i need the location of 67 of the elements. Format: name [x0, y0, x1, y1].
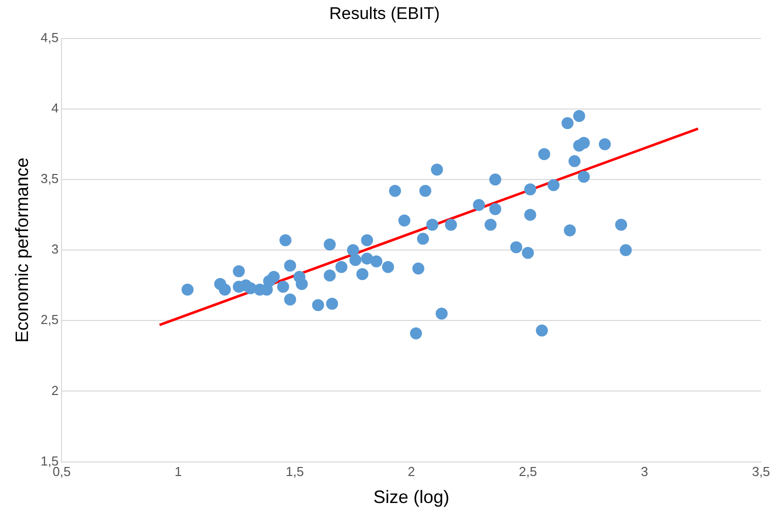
point [293, 270, 306, 283]
point [524, 183, 536, 196]
point [620, 244, 632, 256]
x-tick-label: 3,5 [752, 464, 770, 480]
point [419, 184, 432, 197]
point [326, 298, 338, 310]
point [615, 218, 628, 231]
point [412, 262, 424, 274]
point [444, 218, 457, 231]
x-tick-label: 1 [174, 464, 182, 480]
point [522, 246, 534, 259]
y-tick-label: 2 [51, 382, 59, 398]
point [312, 299, 324, 312]
point [356, 268, 368, 280]
point [324, 270, 336, 282]
point [548, 179, 560, 192]
point [562, 117, 574, 130]
point [416, 232, 429, 245]
point [244, 282, 256, 294]
point [410, 327, 422, 340]
point [510, 241, 522, 254]
point [564, 224, 576, 236]
point [268, 270, 280, 283]
point [279, 234, 292, 246]
point [370, 255, 382, 268]
point [284, 260, 296, 272]
point [277, 280, 290, 293]
point [347, 244, 360, 256]
chart-title: Results (EBIT) [329, 4, 440, 23]
y-tick-label: 3 [51, 242, 59, 257]
point [573, 110, 586, 122]
y-tick-label: 4,5 [40, 30, 59, 45]
point [524, 208, 536, 221]
point [578, 170, 590, 183]
x-tick-label: 2,5 [518, 464, 537, 480]
point [598, 138, 611, 150]
point [538, 148, 550, 160]
point [398, 214, 410, 226]
y-tick-label: 2,5 [40, 312, 59, 328]
point [536, 324, 548, 337]
point [361, 234, 374, 246]
x-axis-title: Size (log) [373, 487, 450, 508]
point [430, 164, 443, 176]
y-tick-label: 4 [51, 100, 59, 116]
point [578, 136, 590, 149]
y-tick-label: 3,5 [40, 171, 59, 186]
point [484, 218, 497, 231]
x-tick-label: 1,5 [286, 464, 304, 480]
point [382, 261, 394, 274]
point [218, 284, 231, 296]
x-tick-label: 2 [408, 464, 415, 480]
point [489, 203, 502, 216]
point [389, 184, 402, 197]
point [472, 198, 485, 211]
y-axis-title: Economic performance [12, 158, 32, 343]
point [232, 265, 245, 278]
point [335, 261, 348, 274]
x-tick-label: 3 [640, 464, 648, 480]
point [324, 238, 336, 250]
point [284, 293, 296, 306]
point [568, 155, 581, 168]
point [349, 254, 362, 266]
point [489, 174, 502, 186]
point [182, 284, 194, 296]
point [426, 218, 438, 231]
point [436, 308, 448, 320]
point [361, 252, 374, 265]
